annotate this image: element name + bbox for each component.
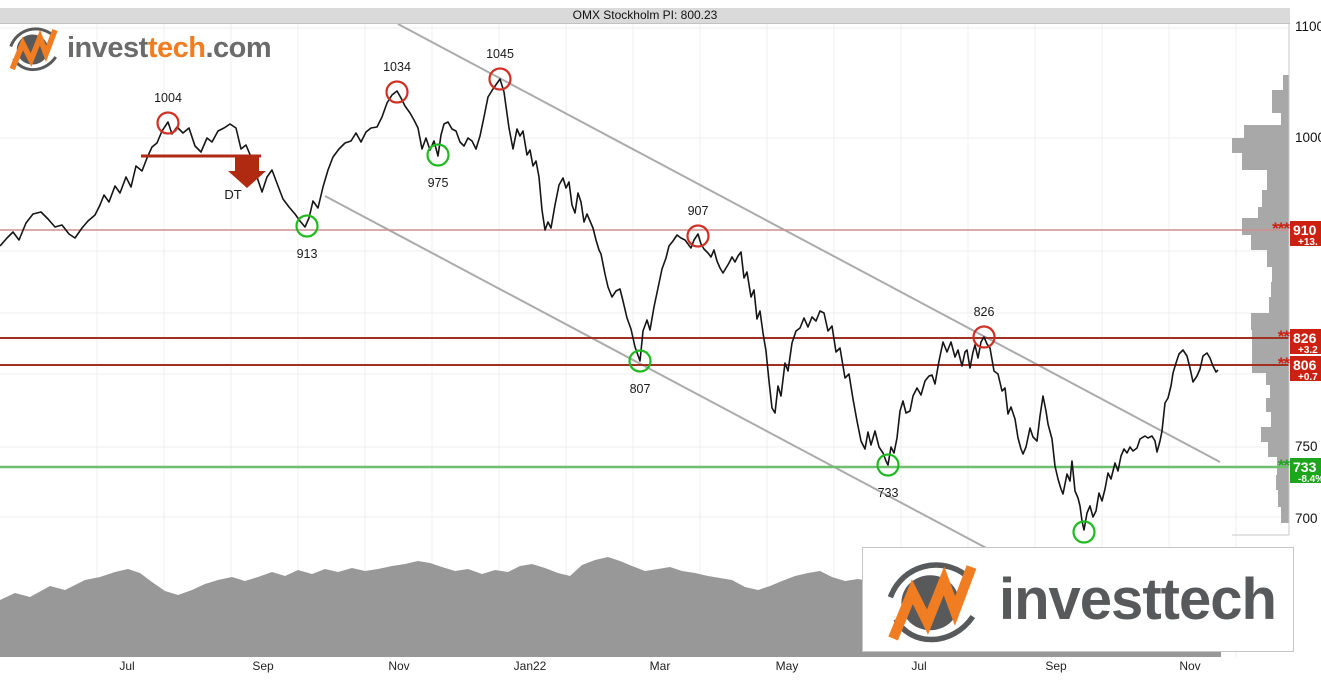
extreme-circle xyxy=(1072,520,1096,544)
extreme-circle xyxy=(426,143,450,167)
logo-text-com: .com xyxy=(205,31,272,64)
level-stars: ** xyxy=(1277,354,1290,373)
volume-profile-bar xyxy=(1252,360,1289,373)
extreme-label: 1045 xyxy=(486,47,514,61)
level-stars: ** xyxy=(1277,456,1290,475)
price-level-box-910: 910 +13. xyxy=(1290,221,1321,248)
volume-profile-bar xyxy=(1242,218,1289,235)
volume-profile-bar xyxy=(1267,250,1289,267)
volume-profile-bar xyxy=(1232,138,1289,153)
level-stars: *** xyxy=(1272,219,1290,238)
price-level-box-806: 806 +0.7 xyxy=(1290,356,1321,383)
volume-profile-bar xyxy=(1242,153,1289,170)
level-stars: ** xyxy=(1277,327,1290,346)
volume-profile-bar xyxy=(1281,507,1289,523)
logo-text-tech: tech xyxy=(147,31,206,64)
extreme-circle xyxy=(385,80,409,104)
volume-profile-bar xyxy=(1266,398,1289,412)
level-value: 733 xyxy=(1293,459,1317,475)
volume-profile-bar xyxy=(1276,475,1289,490)
x-axis-label: Mar xyxy=(649,659,671,673)
price-level-box-733: 733-8.4% xyxy=(1290,458,1321,485)
extreme-circle xyxy=(876,453,900,477)
x-axis-label: Sep xyxy=(252,659,274,673)
extreme-label: 826 xyxy=(973,305,995,319)
x-axis-label: May xyxy=(775,659,799,673)
level-value: 806 xyxy=(1293,357,1317,373)
pattern-label: DT xyxy=(224,187,242,202)
investtech-logo-icon xyxy=(9,27,58,72)
level-percent: +0.7 xyxy=(1298,372,1318,383)
price-level-box-826: 826 +3.2 xyxy=(1290,329,1321,356)
volume-profile-bar xyxy=(1267,170,1289,190)
volume-profile-bar xyxy=(1271,282,1289,297)
extreme-circle xyxy=(488,67,512,91)
volume-profile-bar xyxy=(1272,267,1289,282)
x-axis-label: Nov xyxy=(1179,659,1201,673)
volume-profile-bar xyxy=(1258,207,1289,218)
level-percent: +3.2 xyxy=(1298,345,1318,356)
y-axis-label: 1100 xyxy=(1295,19,1321,34)
dt-pattern-arrow xyxy=(228,156,266,188)
extreme-label: 807 xyxy=(629,382,651,396)
volume-profile-bar xyxy=(1270,385,1289,398)
volume-profile-bar xyxy=(1251,235,1289,250)
extreme-circle xyxy=(156,111,180,135)
level-percent: -8.4% xyxy=(1298,474,1321,485)
level-value: 910 xyxy=(1293,222,1317,238)
investtech-watermark-icon xyxy=(887,561,977,642)
investtech-logo-small: invest tech .com xyxy=(6,24,272,72)
level-percent: +13. xyxy=(1298,237,1318,248)
volume-profile-bar xyxy=(1268,442,1289,457)
watermark-text-tech: tech xyxy=(1160,567,1277,632)
extreme-circle xyxy=(628,349,652,373)
extreme-label: 1004 xyxy=(154,91,182,105)
volume-profile-bar xyxy=(1283,75,1289,90)
extreme-circle xyxy=(972,325,996,349)
x-axis-label: Sep xyxy=(1045,659,1067,673)
chart-title: OMX Stockholm PI: 800.23 xyxy=(572,8,718,22)
extreme-label: 733 xyxy=(877,486,899,500)
volume-profile-bar xyxy=(1251,313,1289,330)
volume-profile-bar xyxy=(1266,373,1289,385)
volume-profile-bar xyxy=(1252,347,1289,360)
x-axis-label: Nov xyxy=(388,659,410,673)
volume-profile-bar xyxy=(1261,427,1289,442)
x-axis-label: Jul xyxy=(911,659,927,673)
x-axis-label: Jan22 xyxy=(513,659,547,673)
chart-title-bar: OMX Stockholm PI: 800.23 xyxy=(0,8,1290,24)
extreme-label: 913 xyxy=(296,247,318,261)
level-value: 826 xyxy=(1293,330,1317,346)
volume-profile-bar xyxy=(1262,190,1289,207)
trend-line xyxy=(397,23,1221,463)
extreme-label: 1034 xyxy=(383,60,411,74)
volume-profile-bar xyxy=(1244,125,1289,138)
extreme-label: 907 xyxy=(687,204,709,218)
logo-text-invest: invest xyxy=(67,31,148,64)
volume-profile-bar xyxy=(1269,297,1289,313)
volume-profile-bar xyxy=(1278,490,1289,507)
x-axis-label: Jul xyxy=(119,659,135,673)
extreme-circle xyxy=(295,214,319,238)
y-axis-label: 700 xyxy=(1295,511,1318,526)
volume-profile-bar xyxy=(1272,90,1289,113)
extreme-circle xyxy=(686,224,710,248)
investtech-watermark: invest tech xyxy=(862,547,1294,652)
extreme-label: 975 xyxy=(427,176,449,190)
y-axis-label: 1000 xyxy=(1295,130,1321,145)
volume-profile-bar xyxy=(1271,412,1289,427)
y-axis-label: 750 xyxy=(1295,439,1318,454)
watermark-text-invest: invest xyxy=(999,567,1162,632)
price-line xyxy=(0,78,1219,531)
volume-profile-bar xyxy=(1281,113,1289,125)
trend-line xyxy=(324,195,1006,559)
